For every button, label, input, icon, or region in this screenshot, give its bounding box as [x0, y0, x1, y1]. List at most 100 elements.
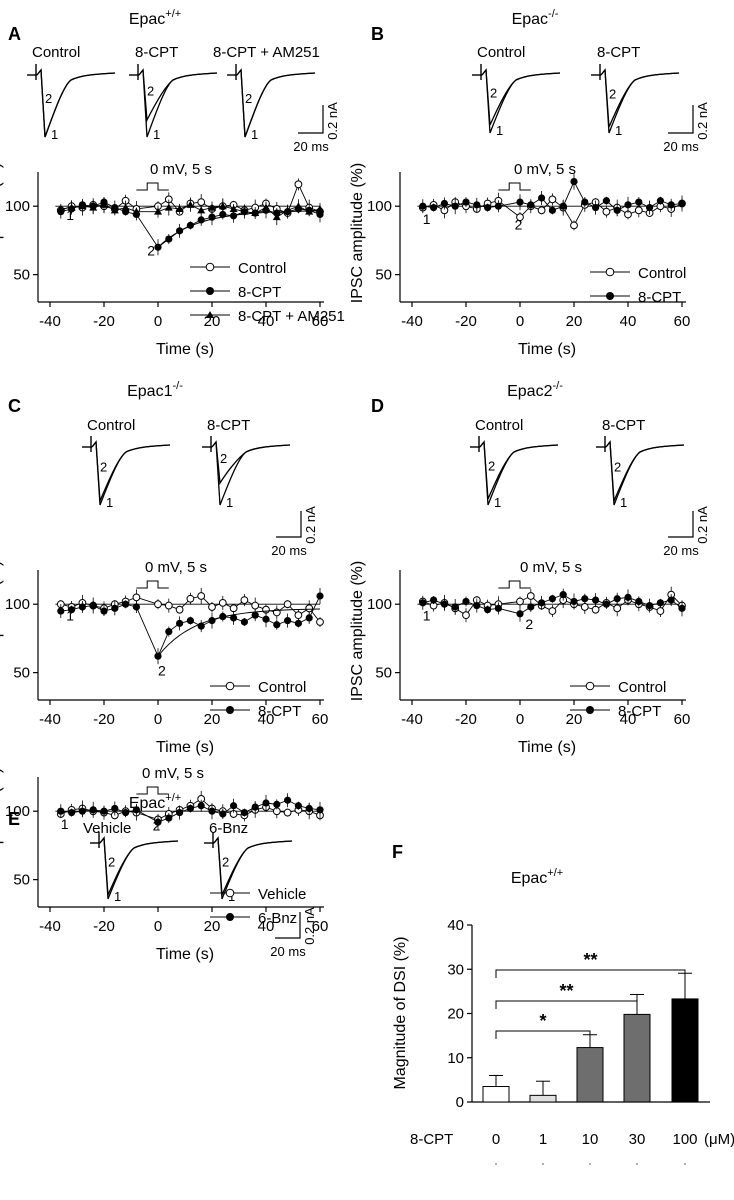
x-tick-label: -20 — [455, 711, 477, 728]
data-point-filled — [656, 197, 665, 205]
x-tick-label: -20 — [93, 711, 115, 728]
data-point-filled — [419, 599, 427, 607]
data-point-filled — [430, 203, 438, 212]
legend-marker-open — [225, 888, 235, 898]
y-tick-label: 40 — [447, 917, 464, 934]
category-label: 30 — [629, 1131, 646, 1148]
data-point-filled — [284, 617, 292, 625]
stim-label: 0 mV, 5 s — [145, 559, 207, 576]
data-point-filled — [122, 808, 130, 817]
legend-label: 8-CPT — [618, 703, 661, 720]
data-point-filled — [516, 198, 524, 206]
data-point-triangle — [240, 207, 249, 215]
x-tick-label: 0 — [516, 313, 524, 330]
y-tick-label: 20 — [447, 1006, 464, 1023]
x-tick-label: 0 — [154, 711, 162, 728]
y-tick-label: 50 — [375, 267, 392, 284]
data-point-filled — [678, 604, 686, 612]
data-point-open — [251, 601, 260, 610]
y-tick-label: 50 — [13, 267, 30, 284]
legend-marker-triangle — [206, 311, 214, 318]
panel-letter: A — [8, 24, 21, 44]
data-point-filled — [57, 807, 65, 815]
annotation-1: 1 — [66, 608, 74, 624]
data-point-filled — [656, 599, 665, 607]
data-point-open — [462, 611, 470, 620]
panel-title: Epac+/+ — [511, 867, 563, 887]
legend-marker-open — [205, 262, 215, 272]
data-point-filled — [592, 203, 600, 212]
data-point-filled — [473, 201, 481, 209]
bar-0 — [482, 1086, 510, 1103]
data-point-filled — [462, 597, 470, 606]
scale-bar — [275, 912, 301, 939]
panel-title: Epac1-/- — [127, 380, 183, 400]
data-point-filled — [111, 804, 119, 813]
x-tick-label: 60 — [674, 711, 691, 728]
x-tick-label: -20 — [93, 918, 115, 935]
y-tick-label: 100 — [5, 803, 30, 820]
data-point-triangle — [132, 207, 141, 215]
trace-mark-2: 2 — [147, 83, 154, 98]
ipsc-trace-2 — [211, 440, 291, 485]
data-point-filled — [122, 600, 130, 608]
data-point-triangle — [100, 200, 108, 208]
data-point-filled — [132, 603, 140, 611]
stim-label: 0 mV, 5 s — [142, 765, 204, 782]
data-point-filled — [89, 601, 97, 610]
data-point-filled — [154, 818, 162, 826]
trace-mark-2: 2 — [108, 854, 115, 869]
trace-label: 8-CPT — [602, 417, 645, 434]
category-label: 10 — [582, 1131, 599, 1148]
annotation-2: 2 — [147, 242, 155, 258]
trace-mark-1: 1 — [51, 127, 58, 142]
tick-dot — [636, 1163, 638, 1165]
data-point-triangle — [197, 206, 206, 214]
data-point-filled — [602, 600, 611, 608]
data-point-filled — [111, 604, 119, 612]
scale-bar — [298, 105, 324, 134]
legend-label: Control — [638, 265, 686, 282]
panel-letter: D — [371, 396, 384, 416]
data-point-open — [175, 605, 184, 614]
data-point-open — [164, 601, 173, 610]
y-tick-label: 100 — [367, 596, 392, 613]
legend-label: Control — [258, 679, 306, 696]
stim-marker — [136, 182, 169, 191]
data-point-filled — [451, 603, 459, 611]
trace-mark-1: 1 — [226, 495, 233, 510]
scale-time-label: 20 ms — [270, 944, 306, 959]
data-point-filled — [581, 198, 589, 206]
x-tick-label: 60 — [312, 711, 329, 728]
y-axis-label: IPSC amplitude (%) — [349, 561, 366, 702]
data-point-filled — [484, 203, 492, 212]
significance-label: * — [539, 1011, 546, 1031]
scale-amp-label: 0.2 nA — [302, 907, 317, 945]
annotation-1: 1 — [423, 211, 431, 227]
data-point-open — [294, 180, 303, 189]
x-tick-label: -40 — [401, 711, 423, 728]
tick-dot — [495, 1163, 497, 1165]
x-tick-label: -40 — [39, 918, 61, 935]
data-point-triangle — [67, 203, 76, 211]
ipsc-trace-1 — [600, 68, 680, 134]
data-point-filled — [186, 804, 194, 813]
x-tick-label: 60 — [312, 918, 329, 935]
data-point-filled — [273, 621, 281, 629]
legend-label: Control — [618, 679, 666, 696]
data-point-triangle — [175, 204, 184, 212]
data-point-filled — [240, 808, 248, 817]
data-point-filled — [78, 807, 86, 815]
data-point-filled — [68, 606, 76, 614]
trace-mark-2: 2 — [488, 458, 495, 473]
data-point-open — [283, 600, 292, 609]
scale-bar — [668, 511, 694, 538]
scale-time-label: 20 ms — [293, 139, 329, 154]
significance-bracket — [495, 1000, 638, 1009]
data-point-filled — [570, 177, 578, 186]
data-point-triangle — [164, 203, 173, 211]
